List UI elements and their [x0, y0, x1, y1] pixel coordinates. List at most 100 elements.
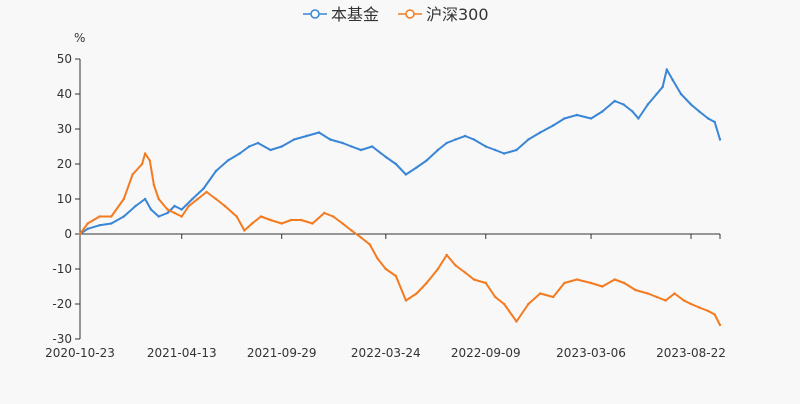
- y-tick-label: 0: [64, 227, 72, 241]
- x-tick-label: 2020-10-23: [45, 346, 115, 360]
- data-point-csi300: [539, 292, 542, 295]
- data-point-fund: [454, 138, 457, 141]
- data-point-fund: [122, 215, 126, 218]
- x-tick-label: 2021-09-29: [247, 346, 317, 360]
- y-tick-label: 30: [57, 122, 72, 136]
- data-point-fund: [622, 103, 625, 106]
- data-point-fund: [515, 148, 518, 152]
- data-point-csi300: [415, 292, 418, 295]
- data-point-csi300: [454, 264, 457, 267]
- data-point-csi300: [205, 190, 208, 194]
- legend-item-fund[interactable]: 本基金: [303, 5, 379, 24]
- data-point-fund: [646, 103, 649, 106]
- data-point-fund: [359, 148, 363, 152]
- data-point-fund: [180, 208, 183, 211]
- data-point-fund: [631, 110, 634, 113]
- data-point-csi300: [527, 302, 530, 306]
- data-point-fund: [149, 208, 153, 211]
- data-point-csi300: [515, 320, 518, 323]
- data-point-csi300: [86, 222, 89, 225]
- data-point-fund: [248, 145, 251, 148]
- data-point-csi300: [613, 278, 616, 281]
- data-point-csi300: [243, 229, 246, 232]
- y-axis-unit: %: [74, 31, 85, 45]
- y-tick-label: 40: [57, 87, 72, 101]
- data-point-fund: [425, 159, 428, 162]
- data-point-fund: [502, 152, 506, 155]
- data-point-csi300: [425, 281, 428, 285]
- data-point-fund: [679, 92, 683, 96]
- data-point-csi300: [300, 218, 303, 222]
- data-point-fund: [713, 120, 716, 124]
- data-point-fund: [191, 197, 194, 201]
- data-point-fund: [637, 117, 640, 120]
- legend-marker-csi300: [405, 9, 415, 19]
- y-tick-label: -20: [52, 297, 72, 311]
- data-point-fund: [317, 131, 321, 134]
- data-point-fund: [494, 148, 497, 152]
- data-point-csi300: [713, 313, 716, 316]
- series-line-fund[interactable]: [79, 68, 721, 235]
- data-point-csi300: [589, 281, 593, 285]
- data-point-fund: [552, 124, 555, 127]
- x-tick-label: 2021-04-13: [147, 346, 217, 360]
- data-point-csi300: [494, 295, 497, 299]
- data-point-fund: [98, 224, 101, 227]
- data-point-csi300: [552, 295, 555, 299]
- data-point-csi300: [445, 253, 448, 257]
- data-point-csi300: [131, 173, 134, 176]
- x-tick-label: 2023-08-22: [656, 346, 726, 360]
- data-point-fund: [415, 166, 418, 169]
- data-point-fund: [404, 173, 408, 176]
- data-point-csi300: [157, 197, 160, 201]
- series-line-csi300[interactable]: [79, 152, 721, 326]
- data-point-csi300: [394, 274, 398, 278]
- data-point-csi300: [173, 211, 176, 215]
- data-point-csi300: [601, 285, 604, 288]
- data-point-csi300: [718, 323, 722, 327]
- legend: 本基金 沪深300: [303, 5, 489, 24]
- data-point-fund: [665, 68, 668, 71]
- x-tick-label: 2022-03-24: [351, 346, 421, 360]
- x-tick-label: 2022-09-09: [451, 346, 521, 360]
- data-point-fund: [341, 141, 344, 145]
- data-point-csi300: [664, 299, 667, 302]
- data-point-csi300: [311, 222, 314, 225]
- data-point-csi300: [259, 215, 263, 218]
- data-point-fund: [463, 134, 467, 138]
- data-point-fund: [238, 152, 241, 155]
- data-point-fund: [143, 197, 147, 201]
- data-point-fund: [445, 141, 448, 145]
- data-point-csi300: [634, 288, 637, 292]
- data-point-fund: [256, 141, 260, 145]
- data-point-csi300: [502, 302, 506, 306]
- data-point-csi300: [575, 278, 579, 281]
- data-point-fund: [718, 138, 722, 141]
- data-point-fund: [157, 215, 160, 218]
- data-point-csi300: [472, 278, 476, 281]
- y-tick-label: 50: [57, 52, 72, 66]
- data-point-csi300: [122, 197, 126, 201]
- data-point-fund: [134, 204, 137, 208]
- data-point-csi300: [404, 299, 408, 302]
- data-point-csi300: [384, 267, 387, 271]
- data-point-csi300: [280, 222, 283, 225]
- legend-marker-fund: [310, 9, 320, 19]
- y-tick-label: 20: [57, 157, 72, 171]
- legend-item-csi300[interactable]: 沪深300: [398, 5, 489, 24]
- data-point-fund: [371, 145, 374, 148]
- data-point-fund: [329, 138, 332, 141]
- data-point-fund: [269, 148, 272, 152]
- data-point-csi300: [223, 204, 227, 208]
- data-point-fund: [589, 117, 593, 120]
- data-point-fund: [202, 187, 205, 190]
- data-point-fund: [484, 145, 487, 148]
- data-point-csi300: [166, 208, 169, 211]
- data-point-fund: [214, 169, 218, 173]
- data-point-csi300: [463, 271, 467, 274]
- y-tick-label: -10: [52, 262, 72, 276]
- data-point-csi300: [187, 204, 190, 208]
- data-point-fund: [110, 222, 113, 225]
- legend-label-csi300: 沪深300: [426, 5, 489, 24]
